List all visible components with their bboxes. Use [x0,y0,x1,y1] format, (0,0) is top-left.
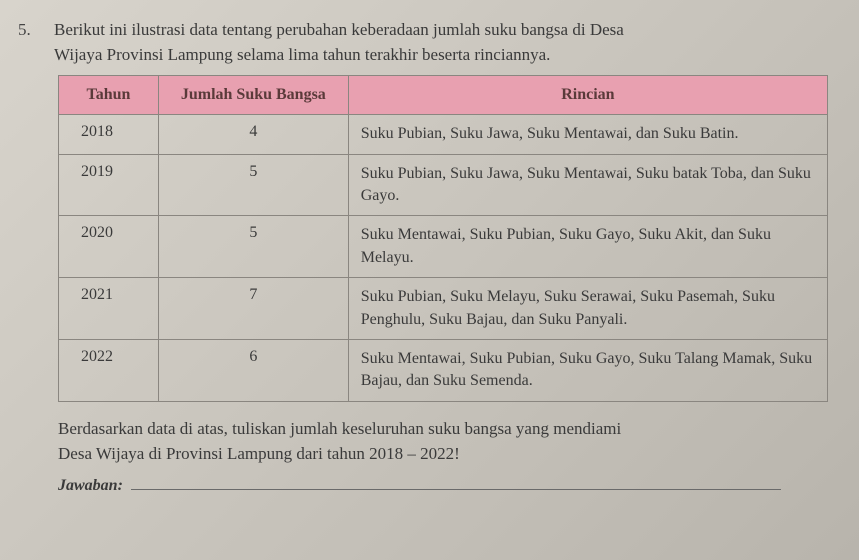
answer-row: Jawaban: [58,477,831,495]
question-row: 5. Berikut ini ilustrasi data tentang pe… [18,18,831,67]
question-number: 5. [18,20,34,40]
table-row: 2018 4 Suku Pubian, Suku Jawa, Suku Ment… [59,115,828,154]
table-row: 2022 6 Suku Mentawai, Suku Pubian, Suku … [59,340,828,402]
table-container: Tahun Jumlah Suku Bangsa Rincian 2018 4 … [58,75,831,402]
table-row: 2021 7 Suku Pubian, Suku Melayu, Suku Se… [59,278,828,340]
cell-detail: Suku Pubian, Suku Melayu, Suku Serawai, … [348,278,827,340]
cell-detail: Suku Mentawai, Suku Pubian, Suku Gayo, S… [348,216,827,278]
cell-count: 6 [158,340,348,402]
exercise-page: 5. Berikut ini ilustrasi data tentang pe… [18,18,831,495]
col-header-rincian: Rincian [348,76,827,115]
cell-year: 2020 [59,216,159,278]
question-line-2: Wijaya Provinsi Lampung selama lima tahu… [54,45,550,64]
suku-bangsa-table: Tahun Jumlah Suku Bangsa Rincian 2018 4 … [58,75,828,402]
instruction-line-2: Desa Wijaya di Provinsi Lampung dari tah… [58,444,460,463]
cell-count: 4 [158,115,348,154]
cell-count: 7 [158,278,348,340]
cell-count: 5 [158,154,348,216]
cell-year: 2019 [59,154,159,216]
instruction-line-1: Berdasarkan data di atas, tuliskan jumla… [58,419,621,438]
table-row: 2020 5 Suku Mentawai, Suku Pubian, Suku … [59,216,828,278]
answer-label: Jawaban: [58,477,123,495]
table-row: 2019 5 Suku Pubian, Suku Jawa, Suku Ment… [59,154,828,216]
cell-year: 2018 [59,115,159,154]
cell-year: 2022 [59,340,159,402]
cell-detail: Suku Pubian, Suku Jawa, Suku Mentawai, d… [348,115,827,154]
instruction-text: Berdasarkan data di atas, tuliskan jumla… [58,416,831,467]
col-header-jumlah: Jumlah Suku Bangsa [158,76,348,115]
cell-detail: Suku Pubian, Suku Jawa, Suku Mentawai, S… [348,154,827,216]
question-line-1: Berikut ini ilustrasi data tentang perub… [54,20,624,39]
col-header-tahun: Tahun [59,76,159,115]
cell-count: 5 [158,216,348,278]
cell-detail: Suku Mentawai, Suku Pubian, Suku Gayo, S… [348,340,827,402]
question-text: Berikut ini ilustrasi data tentang perub… [54,18,624,67]
answer-blank-line [131,489,781,490]
cell-year: 2021 [59,278,159,340]
table-body: 2018 4 Suku Pubian, Suku Jawa, Suku Ment… [59,115,828,402]
table-header-row: Tahun Jumlah Suku Bangsa Rincian [59,76,828,115]
